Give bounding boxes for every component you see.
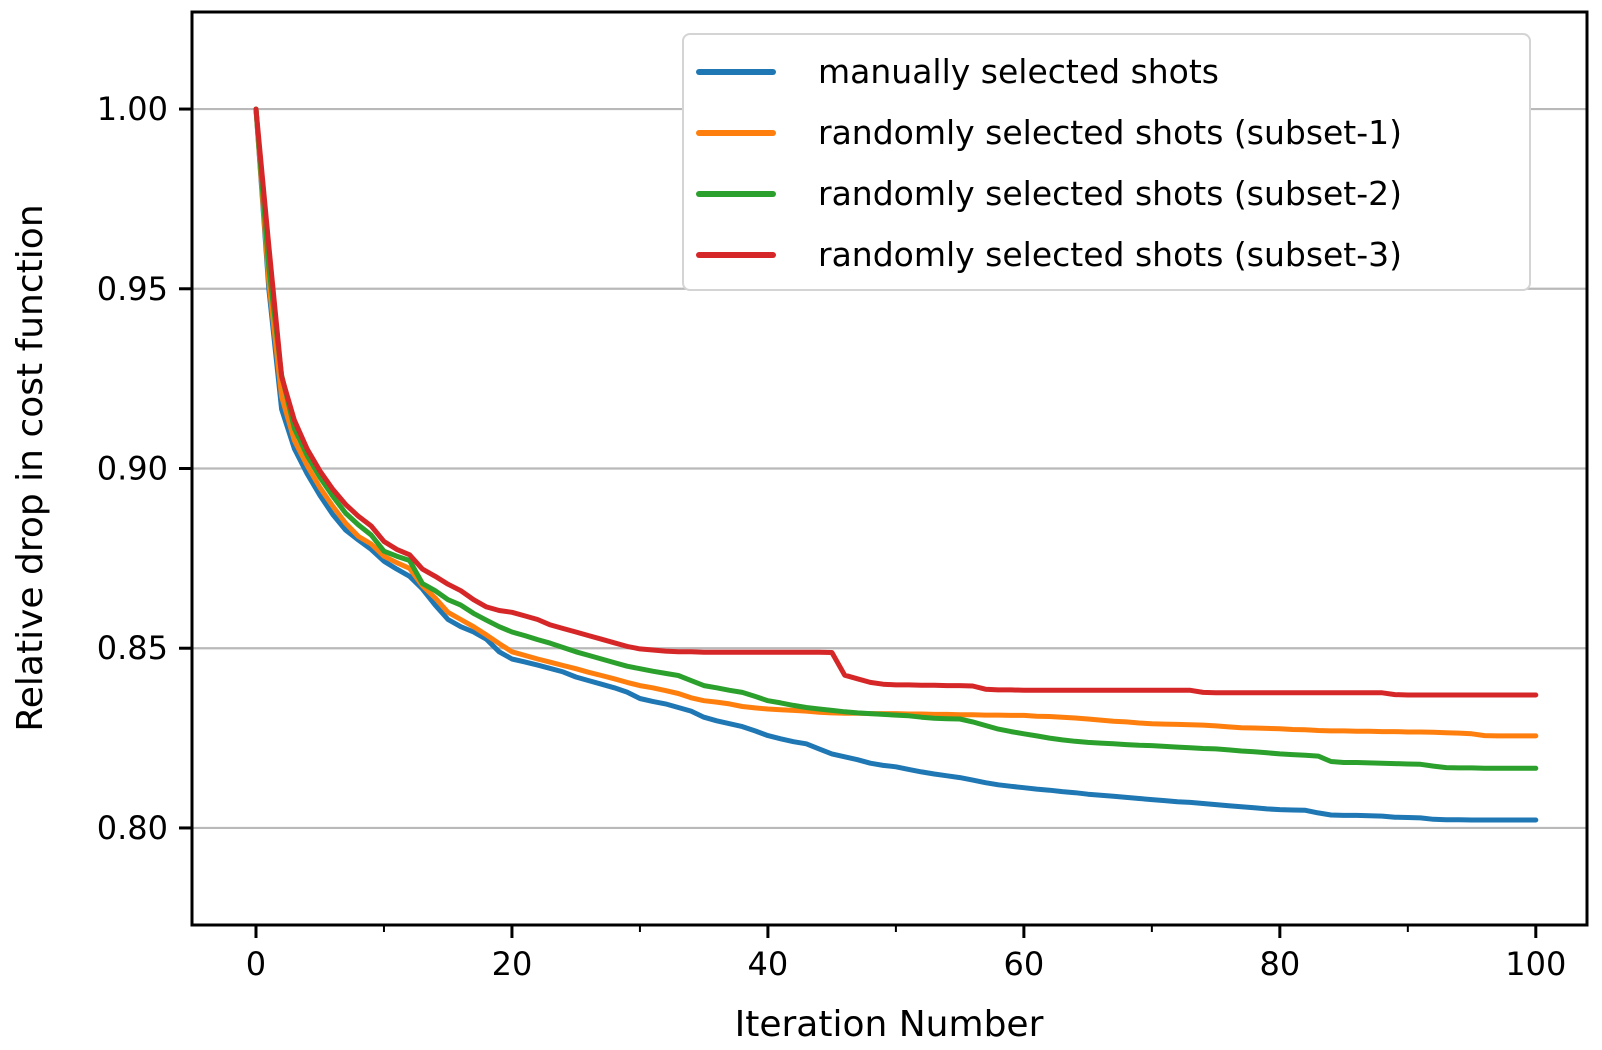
x-tick-label: 100 bbox=[1505, 945, 1566, 983]
legend-label: randomly selected shots (subset-1) bbox=[818, 113, 1403, 152]
y-tick-label: 0.80 bbox=[97, 809, 168, 847]
legend-item: randomly selected shots (subset-1) bbox=[696, 102, 1529, 163]
legend-label: randomly selected shots (subset-2) bbox=[818, 174, 1403, 213]
legend-line-red bbox=[696, 251, 776, 258]
y-tick-label: 1.00 bbox=[97, 90, 168, 128]
legend-line-blue bbox=[696, 68, 776, 75]
legend-label: randomly selected shots (subset-3) bbox=[818, 235, 1403, 274]
x-tick-label: 20 bbox=[492, 945, 533, 983]
legend-item: manually selected shots bbox=[696, 41, 1529, 102]
axis-ticks bbox=[179, 107, 1538, 938]
series-line bbox=[253, 106, 1539, 771]
series-line bbox=[253, 106, 1539, 823]
legend-line-green bbox=[696, 190, 776, 197]
series-line bbox=[253, 106, 1539, 698]
series-lines bbox=[253, 106, 1539, 823]
legend-label: manually selected shots bbox=[818, 52, 1219, 91]
legend-item: randomly selected shots (subset-3) bbox=[696, 224, 1529, 285]
y-tick-label: 0.95 bbox=[97, 270, 168, 308]
x-tick-label: 80 bbox=[1259, 945, 1300, 983]
tick-labels: 0 20 40 60 80 100 0.80 0.85 0.90 0.95 1.00 bbox=[97, 90, 1567, 983]
y-axis-label: Relative drop in cost function bbox=[10, 204, 51, 731]
legend-item: randomly selected shots (subset-2) bbox=[696, 163, 1529, 224]
legend: manually selected shots randomly selecte… bbox=[682, 33, 1531, 291]
legend-line-orange bbox=[696, 129, 776, 136]
x-tick-label: 0 bbox=[246, 945, 266, 983]
x-tick-label: 40 bbox=[748, 945, 789, 983]
y-tick-label: 0.90 bbox=[97, 450, 168, 488]
x-tick-label: 60 bbox=[1004, 945, 1045, 983]
y-tick-label: 0.85 bbox=[97, 629, 168, 667]
x-axis-label: Iteration Number bbox=[735, 1004, 1044, 1045]
